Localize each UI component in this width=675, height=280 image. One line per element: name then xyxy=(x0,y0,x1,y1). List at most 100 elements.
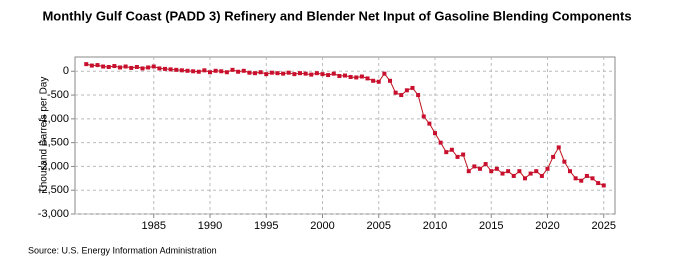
data-point xyxy=(534,169,539,174)
data-point xyxy=(112,64,117,69)
x-tick-label: 2005 xyxy=(367,220,391,232)
data-point xyxy=(236,69,241,74)
data-point xyxy=(326,73,331,78)
data-point xyxy=(219,69,224,74)
x-tick-label: 1995 xyxy=(254,220,278,232)
data-point xyxy=(196,69,201,74)
data-point xyxy=(140,66,145,71)
x-tick-label: 2000 xyxy=(310,220,334,232)
data-point xyxy=(511,173,516,178)
data-point xyxy=(230,67,235,72)
data-point xyxy=(202,68,207,73)
data-point xyxy=(146,65,151,70)
data-point xyxy=(545,166,550,171)
data-point xyxy=(89,63,94,68)
data-point xyxy=(584,173,589,178)
y-tick-label: -1,500 xyxy=(38,137,69,149)
data-point xyxy=(601,183,606,188)
data-point xyxy=(241,68,246,73)
data-point xyxy=(478,166,482,171)
data-point xyxy=(596,181,601,186)
y-axis-label: Thousand Barrels per Day xyxy=(39,77,50,194)
data-point xyxy=(371,78,376,83)
x-tick-label: 2010 xyxy=(423,220,447,232)
data-point xyxy=(404,88,409,93)
data-point xyxy=(163,66,167,71)
data-point xyxy=(506,169,511,174)
data-point xyxy=(483,162,488,167)
data-point xyxy=(354,75,359,80)
data-point xyxy=(258,70,263,75)
source-note: Source: U.S. Energy Information Administ… xyxy=(28,245,217,255)
data-point xyxy=(444,150,449,155)
data-point xyxy=(494,166,499,171)
x-tick-label: 1985 xyxy=(142,220,166,232)
data-point xyxy=(213,68,218,73)
data-point xyxy=(393,90,398,95)
data-point xyxy=(134,64,139,69)
data-point xyxy=(433,131,437,136)
data-point xyxy=(388,78,392,83)
data-point xyxy=(174,67,179,72)
data-point xyxy=(556,145,561,150)
data-point xyxy=(579,178,584,183)
y-tick-label: 0 xyxy=(63,65,69,77)
data-point xyxy=(376,79,381,84)
data-point xyxy=(449,147,454,152)
data-point xyxy=(348,74,353,79)
data-point xyxy=(320,72,325,77)
data-point xyxy=(365,76,370,81)
data-point xyxy=(517,169,522,174)
y-tick-label: -2,000 xyxy=(38,160,69,172)
data-point xyxy=(286,70,291,75)
data-point xyxy=(343,73,347,78)
data-point xyxy=(84,62,89,67)
data-point xyxy=(269,70,274,75)
data-point xyxy=(118,65,122,70)
data-point xyxy=(298,71,302,76)
data-point xyxy=(410,85,415,90)
plot-area xyxy=(74,56,616,215)
data-point xyxy=(151,64,156,69)
data-point xyxy=(489,169,494,174)
data-point xyxy=(95,63,100,68)
data-point xyxy=(568,169,572,174)
data-point xyxy=(455,154,460,159)
data-point xyxy=(590,176,595,181)
data-point xyxy=(399,93,404,98)
data-point xyxy=(573,176,578,181)
data-point xyxy=(562,159,567,164)
data-point xyxy=(275,71,280,76)
data-point xyxy=(331,71,336,76)
data-point xyxy=(466,169,471,174)
data-point xyxy=(292,72,297,77)
data-point xyxy=(472,164,477,169)
data-point xyxy=(500,171,505,176)
data-point xyxy=(421,114,426,119)
x-tick-label: 2020 xyxy=(535,220,559,232)
data-point xyxy=(191,69,196,74)
data-point xyxy=(157,66,162,71)
x-tick-label: 1990 xyxy=(198,220,222,232)
data-point xyxy=(185,68,190,73)
data-point xyxy=(528,171,533,176)
chart-title: Monthly Gulf Coast (PADD 3) Refinery and… xyxy=(42,8,631,23)
x-tick-label: 2015 xyxy=(479,220,503,232)
data-point xyxy=(101,64,106,69)
data-point xyxy=(253,71,257,76)
data-point xyxy=(264,72,269,77)
y-tick-label: -2,500 xyxy=(38,184,69,196)
data-point xyxy=(539,173,544,178)
data-point xyxy=(106,64,111,69)
data-point xyxy=(382,71,387,76)
data-point xyxy=(427,121,432,126)
data-point xyxy=(281,71,286,76)
data-point xyxy=(523,176,527,181)
data-point xyxy=(461,152,466,157)
data-point xyxy=(438,140,443,145)
x-tick-label: 2025 xyxy=(592,220,616,232)
data-point xyxy=(314,71,319,76)
data-point xyxy=(224,70,229,75)
y-tick-label: -500 xyxy=(47,89,69,101)
